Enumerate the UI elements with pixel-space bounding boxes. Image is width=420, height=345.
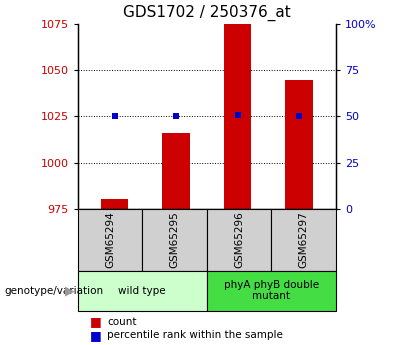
- Bar: [207, 271, 336, 310]
- Text: ■: ■: [90, 329, 102, 342]
- Text: ▶: ▶: [65, 284, 75, 297]
- Text: genotype/variation: genotype/variation: [4, 286, 103, 296]
- Bar: [271, 209, 336, 271]
- Title: GDS1702 / 250376_at: GDS1702 / 250376_at: [123, 5, 291, 21]
- Text: ■: ■: [90, 315, 102, 328]
- Text: GSM65295: GSM65295: [170, 211, 180, 268]
- Bar: [162, 133, 190, 209]
- Text: count: count: [107, 317, 136, 326]
- Text: percentile rank within the sample: percentile rank within the sample: [107, 331, 283, 340]
- Bar: [224, 24, 252, 209]
- Text: GSM65296: GSM65296: [234, 211, 244, 268]
- Text: GSM65294: GSM65294: [105, 211, 115, 268]
- Text: wild type: wild type: [118, 286, 166, 296]
- Bar: [78, 271, 207, 310]
- Bar: [101, 199, 129, 209]
- Bar: [285, 79, 313, 209]
- Text: GSM65297: GSM65297: [299, 211, 309, 268]
- Text: phyA phyB double
mutant: phyA phyB double mutant: [224, 280, 319, 302]
- Bar: [207, 209, 271, 271]
- Bar: [142, 209, 207, 271]
- Bar: [78, 209, 142, 271]
